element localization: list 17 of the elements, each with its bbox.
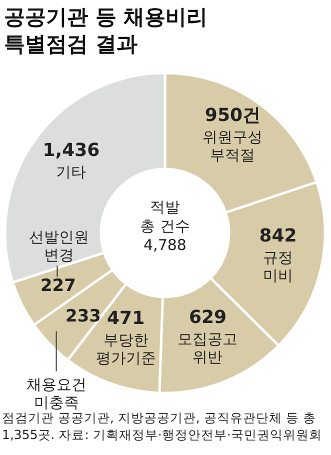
text: 적발 총 건수 4,788 — [140, 198, 190, 254]
text: 점검기관 공공기관, 지방공공기관, 공직유관단체 등 총 1,355곳. 자료: 기획재정부·행정안전부·국민권익위원회 — [2, 410, 322, 442]
data-label: 233 — [66, 306, 102, 326]
slice-label: 위원구성 부적절 — [202, 128, 263, 164]
slice-label: 모집공고 위반 — [178, 330, 238, 366]
slice-label: 선발인원 변경 — [29, 228, 90, 264]
slice-label: 부당한 평가기준 — [96, 331, 156, 368]
data-label: 629 — [188, 306, 227, 328]
slice-label: 채용요건 미충족 — [26, 375, 86, 412]
data-label: 227 — [40, 276, 76, 296]
data-label: 1,436 — [42, 140, 100, 161]
chart-title: 공공기관 등 채용비리 특별점검 결과 — [4, 5, 208, 56]
data-label: 471 — [107, 308, 145, 330]
data-label: 950건 — [204, 104, 261, 126]
slice-label: 기타 — [56, 162, 86, 181]
data-label: 842 — [259, 225, 297, 246]
slice-label: 규정 미비 — [262, 248, 293, 284]
